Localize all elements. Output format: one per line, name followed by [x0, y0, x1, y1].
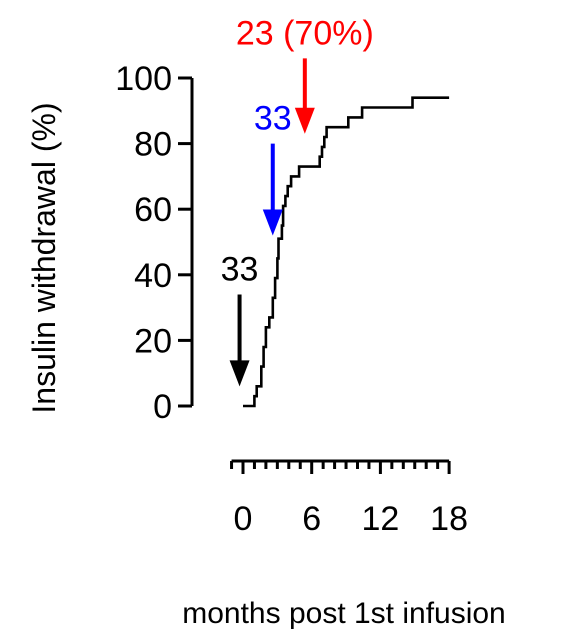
y-axis: 0 20 40 60 80 100: [115, 60, 194, 426]
x-tick-label: 0: [234, 500, 253, 538]
annotation-arrow-head: [294, 107, 315, 134]
y-tick-label: 100: [115, 60, 172, 98]
y-tick-label: 20: [134, 322, 172, 360]
x-tick-label: 6: [302, 500, 321, 538]
series-line: [243, 96, 450, 408]
y-tick-label: 80: [134, 126, 172, 164]
y-axis-label: Insulin withdrawal (%): [26, 102, 62, 413]
annotation-label: 33: [221, 250, 259, 288]
series-layer: [243, 96, 450, 408]
x-axis: 0 6 12 18: [230, 459, 468, 538]
annotation-arrow-head: [262, 209, 283, 236]
annotation-arrow-head: [229, 360, 250, 387]
annotation-label: 33: [254, 100, 292, 138]
x-tick-label: 18: [430, 500, 468, 538]
y-tick-label: 60: [134, 191, 172, 229]
y-tick-label: 0: [153, 388, 172, 426]
y-tick-label: 40: [134, 257, 172, 295]
annotation-label: 23 (70%): [236, 14, 374, 52]
x-tick-label: 12: [361, 500, 399, 538]
x-axis-label: months post 1st infusion: [182, 597, 506, 630]
annotations-layer: 33 33 23 (70%): [221, 14, 374, 387]
